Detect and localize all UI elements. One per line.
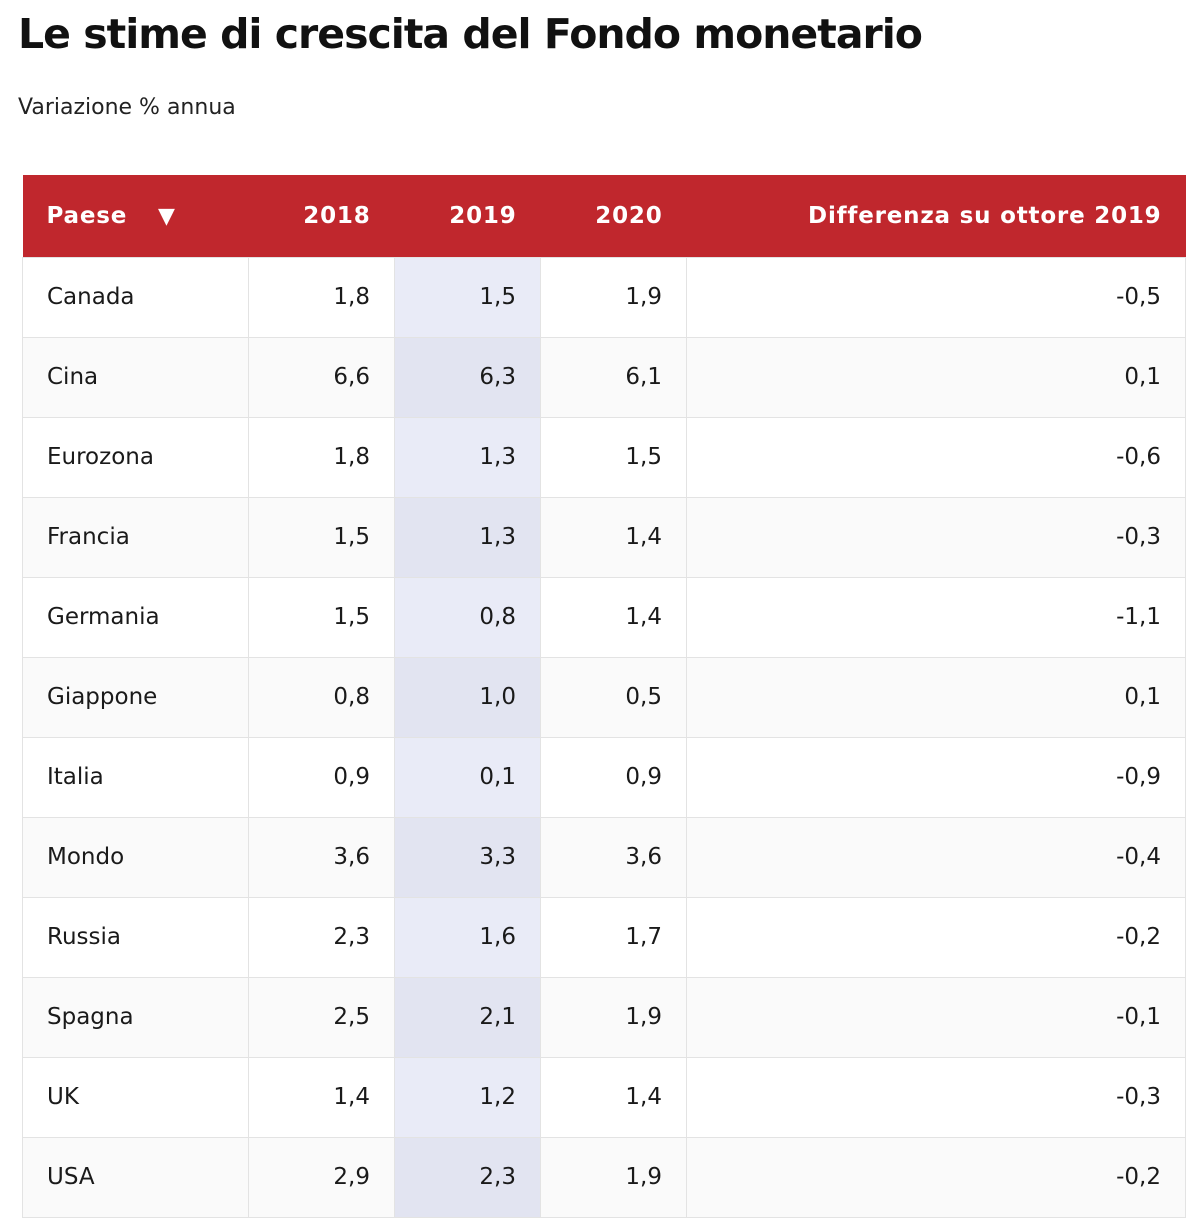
cell-country: Italia — [22, 736, 249, 818]
table-row: UK 1,4 1,2 1,4 -0,3 — [22, 1056, 1186, 1138]
table-body: Canada 1,8 1,5 1,9 -0,5 Cina 6,6 6,3 6,1 0,1 Euroz… — [22, 256, 1186, 1218]
cell-2018: 3,6 — [248, 816, 395, 898]
cell-2019: 1,3 — [394, 416, 541, 498]
cell-difference: -0,2 — [686, 1136, 1186, 1218]
cell-2020: 1,4 — [540, 576, 687, 658]
cell-2020: 1,4 — [540, 496, 687, 578]
page-title: Le stime di crescita del Fondo monetario — [18, 10, 923, 58]
table-header: Paese ▼ 2018 2019 2020 Differenza su ott… — [22, 175, 1186, 257]
cell-2020: 0,5 — [540, 656, 687, 738]
cell-2018: 0,8 — [248, 656, 395, 738]
cell-difference: -0,5 — [686, 256, 1186, 338]
column-header-country[interactable]: Paese ▼ — [22, 175, 249, 257]
table-row: USA 2,9 2,3 1,9 -0,2 — [22, 1136, 1186, 1218]
cell-2018: 6,6 — [248, 336, 395, 418]
table-row: Giappone 0,8 1,0 0,5 0,1 — [22, 656, 1186, 738]
cell-difference: 0,1 — [686, 656, 1186, 738]
table-row: Cina 6,6 6,3 6,1 0,1 — [22, 336, 1186, 418]
sort-down-icon[interactable]: ▼ — [157, 203, 176, 229]
cell-2020: 0,9 — [540, 736, 687, 818]
cell-2020: 1,9 — [540, 976, 687, 1058]
cell-country: Germania — [22, 576, 249, 658]
cell-2019: 2,1 — [394, 976, 541, 1058]
cell-difference: -0,4 — [686, 816, 1186, 898]
page-subtitle: Variazione % annua — [18, 95, 236, 120]
table-row: Canada 1,8 1,5 1,9 -0,5 — [22, 256, 1186, 338]
table-row: Russia 2,3 1,6 1,7 -0,2 — [22, 896, 1186, 978]
cell-country: Mondo — [22, 816, 249, 898]
cell-2019: 6,3 — [394, 336, 541, 418]
cell-2019: 2,3 — [394, 1136, 541, 1218]
cell-difference: -0,1 — [686, 976, 1186, 1058]
cell-2019: 1,6 — [394, 896, 541, 978]
cell-country: Giappone — [22, 656, 249, 738]
cell-2020: 1,7 — [540, 896, 687, 978]
cell-2018: 1,8 — [248, 256, 395, 338]
cell-2019: 1,0 — [394, 656, 541, 738]
cell-2020: 1,9 — [540, 256, 687, 338]
cell-2019: 0,8 — [394, 576, 541, 658]
table-header-row: Paese ▼ 2018 2019 2020 Differenza su ott… — [22, 175, 1186, 257]
cell-2018: 2,3 — [248, 896, 395, 978]
cell-2019: 1,3 — [394, 496, 541, 578]
cell-2020: 1,5 — [540, 416, 687, 498]
cell-difference: -0,2 — [686, 896, 1186, 978]
cell-2018: 2,9 — [248, 1136, 395, 1218]
cell-difference: 0,1 — [686, 336, 1186, 418]
cell-difference: -0,3 — [686, 496, 1186, 578]
table-row: Eurozona 1,8 1,3 1,5 -0,6 — [22, 416, 1186, 498]
cell-country: Eurozona — [22, 416, 249, 498]
column-header-2018[interactable]: 2018 — [248, 175, 395, 257]
cell-country: UK — [22, 1056, 249, 1138]
cell-2018: 1,5 — [248, 576, 395, 658]
cell-2020: 3,6 — [540, 816, 687, 898]
column-header-2019[interactable]: 2019 — [394, 175, 541, 257]
cell-2020: 1,9 — [540, 1136, 687, 1218]
cell-country: USA — [22, 1136, 249, 1218]
column-header-2020[interactable]: 2020 — [540, 175, 687, 257]
cell-2018: 1,4 — [248, 1056, 395, 1138]
cell-country: Cina — [22, 336, 249, 418]
column-header-country-label: Paese — [46, 202, 128, 229]
cell-2018: 2,5 — [248, 976, 395, 1058]
cell-difference: -0,6 — [686, 416, 1186, 498]
cell-country: Francia — [22, 496, 249, 578]
cell-2018: 0,9 — [248, 736, 395, 818]
cell-2019: 1,2 — [394, 1056, 541, 1138]
cell-2020: 6,1 — [540, 336, 687, 418]
growth-table: Paese ▼ 2018 2019 2020 Differenza su ott… — [22, 175, 1186, 1218]
table-row: Germania 1,5 0,8 1,4 -1,1 — [22, 576, 1186, 658]
table-row: Francia 1,5 1,3 1,4 -0,3 — [22, 496, 1186, 578]
table-row: Mondo 3,6 3,3 3,6 -0,4 — [22, 816, 1186, 898]
cell-2019: 3,3 — [394, 816, 541, 898]
cell-difference: -1,1 — [686, 576, 1186, 658]
table-row: Italia 0,9 0,1 0,9 -0,9 — [22, 736, 1186, 818]
cell-2019: 1,5 — [394, 256, 541, 338]
cell-difference: -0,3 — [686, 1056, 1186, 1138]
cell-2018: 1,5 — [248, 496, 395, 578]
cell-2018: 1,8 — [248, 416, 395, 498]
cell-country: Spagna — [22, 976, 249, 1058]
cell-2019: 0,1 — [394, 736, 541, 818]
cell-difference: -0,9 — [686, 736, 1186, 818]
cell-2020: 1,4 — [540, 1056, 687, 1138]
cell-country: Russia — [22, 896, 249, 978]
table-row: Spagna 2,5 2,1 1,9 -0,1 — [22, 976, 1186, 1058]
column-header-difference[interactable]: Differenza su ottore 2019 — [686, 175, 1186, 257]
cell-country: Canada — [22, 256, 249, 338]
